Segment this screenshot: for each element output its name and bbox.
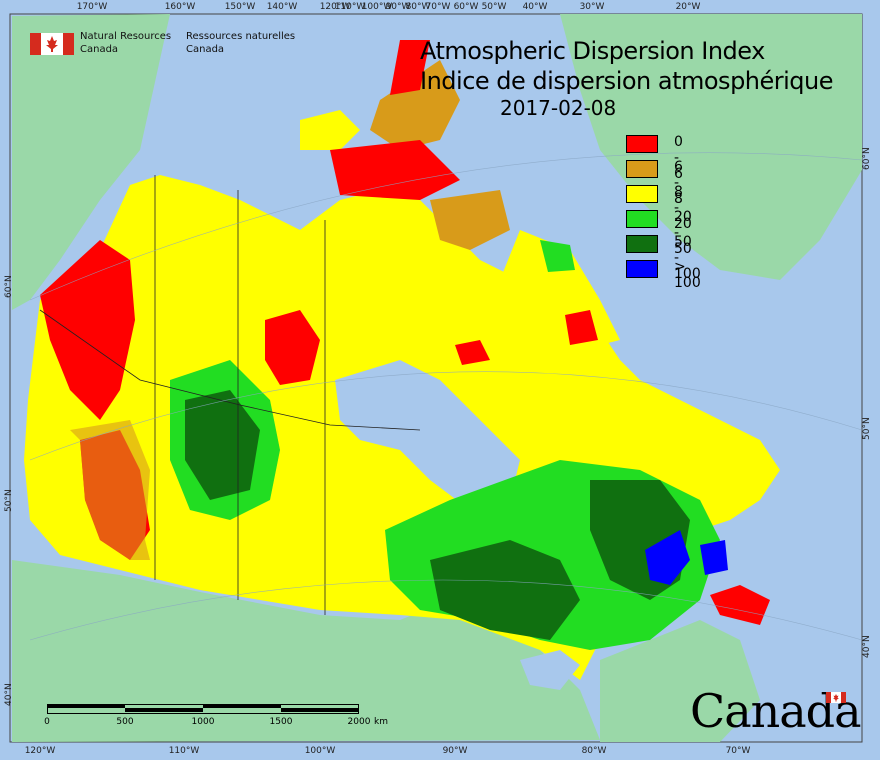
arctic-island-3 (330, 140, 460, 200)
legend-label: 50 - 100 (674, 234, 701, 282)
tick-top-label: 60°W (453, 2, 479, 12)
arctic-island-1 (300, 110, 360, 150)
tick-left-label: 60°N (4, 275, 14, 298)
tick-top-label: 100°W (361, 2, 393, 12)
tick-left-label: 40°N (4, 683, 14, 706)
legend-swatch (626, 210, 658, 228)
territorial-boundary (39, 309, 421, 431)
red-zone-maritimes (710, 585, 770, 625)
scale-bar-segment (47, 704, 125, 708)
tick-bottom-label: 110°W (168, 746, 200, 756)
tick-top-label: 40°W (522, 2, 548, 12)
scale-bar-label: 1500 (269, 717, 293, 727)
darkgreen-zone-ontario (430, 540, 580, 640)
tick-left-label: 50°N (4, 489, 14, 512)
legend-swatch (626, 160, 658, 178)
map-title-fr: Indice de dispersion atmosphérique (420, 67, 834, 95)
scale-bar-label: 1000 (191, 717, 215, 727)
usa-northeast-land (600, 620, 760, 742)
tick-top-label: 50°W (481, 2, 507, 12)
tick-top-label: 120°W (319, 2, 351, 12)
greenland-land (560, 14, 862, 280)
legend-label: > 100 (674, 259, 701, 291)
tick-top-label: 170°W (76, 2, 108, 12)
scale-bar-label: 500 (116, 717, 134, 727)
scale-bar-unit: km (374, 717, 388, 727)
legend-swatch (626, 260, 658, 278)
tick-right-label: 60°N (862, 147, 872, 170)
arctic-island-2 (370, 60, 460, 150)
tick-top-label: 80°W (405, 2, 431, 12)
tick-bottom-label: 70°W (725, 746, 751, 756)
agency-name-fr-line1: Ressources naturelles (186, 31, 296, 42)
agency-name-en: Natural Resources Canada (80, 30, 180, 56)
agency-name-fr: Ressources naturelles Canada (186, 30, 326, 56)
darkgreen-zone-prairies (185, 390, 260, 500)
scale-bar-segment (281, 708, 359, 712)
red-zone-west-coast (40, 240, 135, 420)
blue-zone-quebec-2 (700, 540, 728, 575)
legend-label: 8 - 20 (674, 184, 692, 232)
scale-bar-segment (203, 704, 281, 708)
canada-flag-icon (30, 33, 74, 55)
map-title: Atmospheric Dispersion Index Indice de d… (420, 36, 834, 96)
legend-label: 0 - 6 (674, 134, 683, 182)
canada-wordmark-flag-icon (826, 692, 846, 703)
tick-right-label: 50°N (862, 417, 872, 440)
alaska-land (12, 14, 170, 310)
tick-top-label: 140°W (266, 2, 298, 12)
red-zone-nwt (265, 310, 320, 385)
red-zone-arctic-east (565, 310, 598, 345)
tick-bottom-label: 100°W (304, 746, 336, 756)
map-date: 2017-02-08 (500, 96, 617, 120)
tick-top-label: 30°W (579, 2, 605, 12)
agency-name-fr-line2: Canada (186, 44, 225, 55)
map-border (9, 13, 863, 743)
legend-label: 20 - 50 (674, 209, 692, 257)
arctic-island-4 (390, 40, 430, 95)
map-title-en: Atmospheric Dispersion Index (420, 37, 765, 65)
tick-top-label: 150°W (224, 2, 256, 12)
red-zone-nunavut (455, 340, 490, 365)
scale-bar-label: 2000 (347, 717, 371, 727)
legend-swatch (626, 235, 658, 253)
tick-top-label: 90°W (385, 2, 411, 12)
tick-right-label: 40°N (862, 635, 872, 658)
great-lakes (520, 650, 580, 690)
tick-top-label: 110°W (334, 2, 366, 12)
legend-swatch (626, 135, 658, 153)
graticule (29, 152, 863, 641)
tick-top-label: 160°W (164, 2, 196, 12)
scale-bar-label: 0 (44, 717, 50, 727)
hudson-bay (335, 360, 520, 510)
tick-bottom-label: 120°W (24, 746, 56, 756)
agency-name-en-line1: Natural Resources (80, 31, 172, 42)
green-zone-labrador (540, 240, 575, 272)
agency-name-en-line2: Canada (80, 44, 119, 55)
legend-swatch (626, 185, 658, 203)
tick-bottom-label: 80°W (581, 746, 607, 756)
scale-bar-segment (125, 708, 203, 712)
orange-ring-bc (70, 420, 150, 560)
legend-label: 6 - 8 (674, 159, 683, 207)
tick-bottom-label: 90°W (442, 746, 468, 756)
tick-top-label: 70°W (425, 2, 451, 12)
tick-top-label: 20°W (675, 2, 701, 12)
blue-zone-quebec (645, 530, 690, 585)
arctic-island-5 (430, 190, 510, 250)
